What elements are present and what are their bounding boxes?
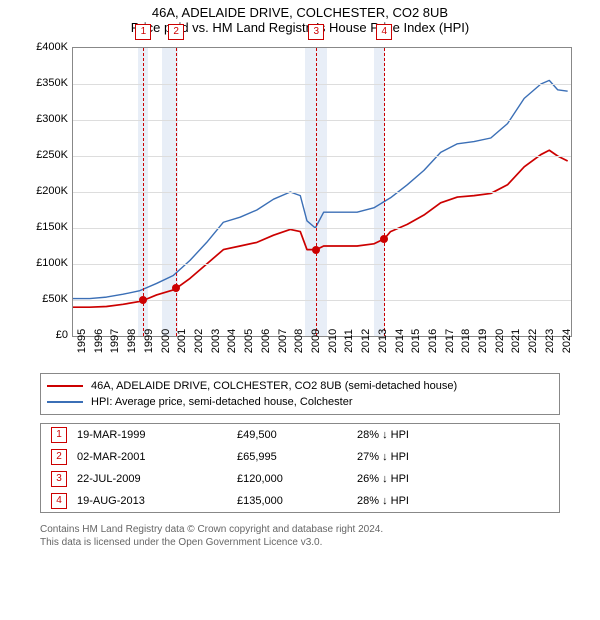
footer-line2: This data is licensed under the Open Gov…	[40, 536, 560, 549]
tx-date: 19-AUG-2013	[77, 495, 237, 507]
marker-box: 4	[376, 24, 392, 40]
x-axis-label: 2019	[477, 329, 489, 353]
gridline	[73, 84, 571, 85]
marker-vline	[384, 48, 385, 336]
tx-price: £135,000	[237, 495, 357, 507]
x-axis-label: 1995	[76, 329, 88, 353]
transactions-table: 1 19-MAR-1999 £49,500 28% ↓ HPI 2 02-MAR…	[40, 423, 560, 513]
y-axis-label: £250K	[36, 149, 68, 161]
footer-line1: Contains HM Land Registry data © Crown c…	[40, 523, 560, 536]
chart-title-line2: Price paid vs. HM Land Registry's House …	[0, 20, 600, 35]
chart-plot: 1234	[72, 47, 572, 337]
gridline	[73, 300, 571, 301]
tx-price: £65,995	[237, 451, 357, 463]
chart-footer: Contains HM Land Registry data © Crown c…	[40, 523, 560, 549]
marker-box: 3	[308, 24, 324, 40]
table-row: 3 22-JUL-2009 £120,000 26% ↓ HPI	[41, 468, 559, 490]
gridline	[73, 228, 571, 229]
legend-swatch-property	[47, 385, 83, 387]
x-axis-label: 2017	[444, 329, 456, 353]
y-axis-label: £400K	[36, 41, 68, 53]
x-axis-label: 1996	[93, 329, 105, 353]
x-axis-label: 2013	[377, 329, 389, 353]
marker-vline	[176, 48, 177, 336]
chart-legend: 46A, ADELAIDE DRIVE, COLCHESTER, CO2 8UB…	[40, 373, 560, 415]
gridline	[73, 264, 571, 265]
y-axis-label: £300K	[36, 113, 68, 125]
marker-point	[172, 284, 180, 292]
marker-point	[312, 246, 320, 254]
tx-diff: 26% ↓ HPI	[357, 473, 559, 485]
chart-title-line1: 46A, ADELAIDE DRIVE, COLCHESTER, CO2 8UB	[0, 5, 600, 20]
tx-date: 02-MAR-2001	[77, 451, 237, 463]
marker-vline	[316, 48, 317, 336]
gridline	[73, 192, 571, 193]
legend-swatch-hpi	[47, 401, 83, 403]
gridline	[73, 120, 571, 121]
y-axis-label: £200K	[36, 185, 68, 197]
marker-point	[380, 235, 388, 243]
series-hpi	[73, 80, 568, 298]
x-axis-label: 2003	[210, 329, 222, 353]
marker-box: 1	[135, 24, 151, 40]
x-axis-label: 2006	[260, 329, 272, 353]
y-axis-label: £0	[56, 329, 68, 341]
table-row: 1 19-MAR-1999 £49,500 28% ↓ HPI	[41, 424, 559, 446]
legend-label-hpi: HPI: Average price, semi-detached house,…	[91, 396, 353, 408]
marker-vline	[143, 48, 144, 336]
marker-point	[139, 296, 147, 304]
tx-diff: 27% ↓ HPI	[357, 451, 559, 463]
tx-marker: 4	[51, 493, 67, 509]
gridline	[73, 156, 571, 157]
y-axis-label: £50K	[42, 293, 68, 305]
x-axis-label: 2010	[327, 329, 339, 353]
x-axis-label: 2000	[160, 329, 172, 353]
x-axis-label: 1999	[143, 329, 155, 353]
tx-date: 22-JUL-2009	[77, 473, 237, 485]
tx-diff: 28% ↓ HPI	[357, 429, 559, 441]
x-axis-label: 1998	[126, 329, 138, 353]
x-axis-label: 2005	[243, 329, 255, 353]
x-axis-label: 2018	[460, 329, 472, 353]
tx-diff: 28% ↓ HPI	[357, 495, 559, 507]
chart-area: 1234 £0 £50K £100K £150K £200K £250K £300K £350…	[20, 41, 580, 371]
y-axis-label: £350K	[36, 77, 68, 89]
x-axis-label: 2023	[544, 329, 556, 353]
x-axis-label: 2012	[360, 329, 372, 353]
x-axis-label: 2002	[193, 329, 205, 353]
tx-date: 19-MAR-1999	[77, 429, 237, 441]
table-row: 2 02-MAR-2001 £65,995 27% ↓ HPI	[41, 446, 559, 468]
x-axis-label: 1997	[109, 329, 121, 353]
tx-price: £120,000	[237, 473, 357, 485]
x-axis-label: 2014	[394, 329, 406, 353]
legend-item-property: 46A, ADELAIDE DRIVE, COLCHESTER, CO2 8UB…	[47, 378, 553, 394]
x-axis-label: 2004	[226, 329, 238, 353]
x-axis-label: 2022	[527, 329, 539, 353]
x-axis-label: 2016	[427, 329, 439, 353]
y-axis-label: £100K	[36, 257, 68, 269]
x-axis-label: 2015	[410, 329, 422, 353]
tx-price: £49,500	[237, 429, 357, 441]
tx-marker: 1	[51, 427, 67, 443]
tx-marker: 3	[51, 471, 67, 487]
y-axis-label: £150K	[36, 221, 68, 233]
x-axis-label: 2020	[494, 329, 506, 353]
marker-box: 2	[168, 24, 184, 40]
tx-marker: 2	[51, 449, 67, 465]
legend-item-hpi: HPI: Average price, semi-detached house,…	[47, 394, 553, 410]
x-axis-label: 2001	[176, 329, 188, 353]
x-axis-label: 2008	[293, 329, 305, 353]
x-axis-label: 2011	[343, 329, 355, 353]
legend-label-property: 46A, ADELAIDE DRIVE, COLCHESTER, CO2 8UB…	[91, 380, 457, 392]
x-axis-label: 2021	[510, 329, 522, 353]
x-axis-label: 2009	[310, 329, 322, 353]
x-axis-label: 2007	[277, 329, 289, 353]
table-row: 4 19-AUG-2013 £135,000 28% ↓ HPI	[41, 490, 559, 512]
x-axis-label: 2024	[561, 329, 573, 353]
